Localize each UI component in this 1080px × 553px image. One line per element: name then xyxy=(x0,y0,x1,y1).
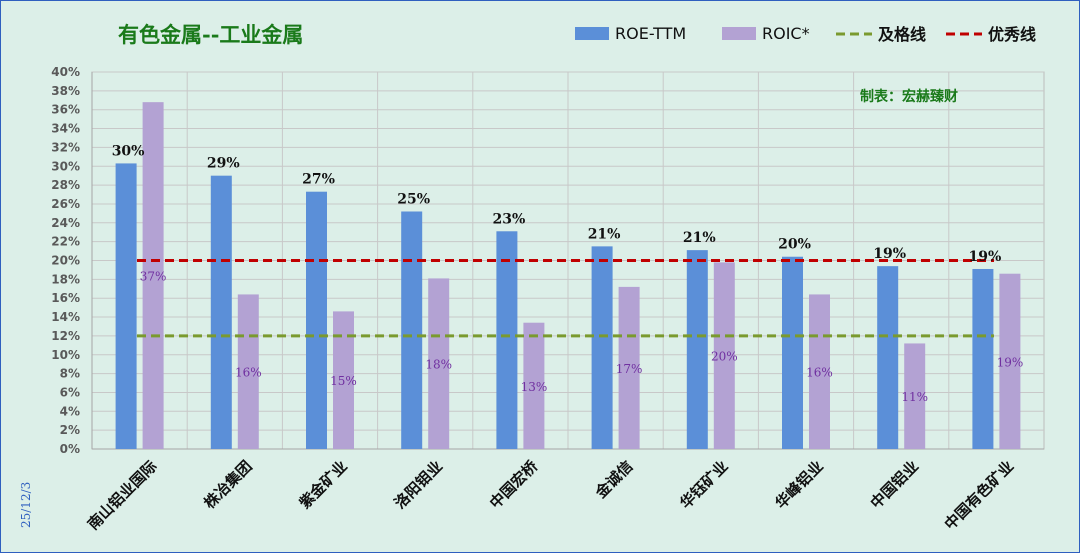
data-label-roe-ttm: 30% xyxy=(112,143,145,159)
x-tick-label: 金诚信 xyxy=(591,457,636,502)
data-label-roic: 13% xyxy=(521,380,548,394)
x-tick-label: 中国铝业 xyxy=(867,457,922,512)
x-tick-label: 华峰铝业 xyxy=(772,457,827,512)
x-tick-label: 华钰矿业 xyxy=(676,457,731,512)
data-label-roic: 19% xyxy=(997,355,1024,369)
y-tick-label: 8% xyxy=(60,367,80,381)
bar-roic xyxy=(618,286,640,449)
y-tick-label: 10% xyxy=(51,348,80,362)
data-label-roic: 16% xyxy=(235,366,262,380)
data-label-roic: 11% xyxy=(901,390,928,404)
bar-roic xyxy=(904,343,926,449)
data-label-roe-ttm: 19% xyxy=(873,246,906,262)
y-tick-label: 24% xyxy=(51,216,80,230)
bar-roic xyxy=(142,102,164,449)
bar-roic xyxy=(333,311,354,449)
data-label-roe-ttm: 29% xyxy=(207,156,240,172)
bar-roe-ttm xyxy=(306,191,327,449)
x-tick-label: 紫金矿业 xyxy=(296,457,351,512)
data-label-roe-ttm: 19% xyxy=(969,249,1002,265)
y-tick-label: 18% xyxy=(51,272,80,286)
y-tick-label: 32% xyxy=(51,140,80,154)
data-label-roe-ttm: 20% xyxy=(778,237,811,253)
data-label-roe-ttm: 25% xyxy=(397,191,430,207)
bar-roe-ttm xyxy=(210,175,232,450)
bar-roe-ttm xyxy=(877,266,899,449)
data-label-roic: 16% xyxy=(806,366,833,380)
data-label-roic: 15% xyxy=(330,374,357,388)
bar-roe-ttm xyxy=(401,211,423,449)
y-tick-label: 40% xyxy=(51,65,80,79)
y-tick-label: 34% xyxy=(51,122,80,136)
bar-roic xyxy=(523,322,545,449)
data-label-roe-ttm: 23% xyxy=(493,211,526,227)
legend-swatch-roic xyxy=(722,27,756,40)
data-label-roic: 20% xyxy=(711,350,738,364)
data-label-roe-ttm: 27% xyxy=(302,172,335,188)
bar-roic xyxy=(237,294,259,449)
bar-roe-ttm xyxy=(782,256,803,449)
x-tick-label: 洛阳钼业 xyxy=(391,457,446,512)
data-label-roic: 18% xyxy=(425,358,452,372)
bar-roe-ttm xyxy=(496,231,518,449)
y-tick-label: 4% xyxy=(60,404,80,418)
y-tick-label: 30% xyxy=(51,159,80,173)
bar-roic xyxy=(809,294,830,449)
bar-roic xyxy=(428,278,450,449)
y-tick-label: 22% xyxy=(51,235,80,249)
y-tick-label: 38% xyxy=(51,84,80,98)
x-tick-label: 中国宏桥 xyxy=(486,456,542,512)
y-tick-label: 14% xyxy=(51,310,80,324)
bar-roe-ttm xyxy=(591,246,613,449)
legend-swatch-roe-ttm xyxy=(575,27,609,40)
y-tick-label: 12% xyxy=(51,329,80,343)
x-tick-label: 株冶集团 xyxy=(200,457,255,512)
bar-roic xyxy=(999,273,1021,449)
legend-label-roe-ttm: ROE-TTM xyxy=(615,24,686,43)
data-label-roe-ttm: 21% xyxy=(683,230,716,246)
y-tick-label: 28% xyxy=(51,178,80,192)
legend-label-roic: ROIC* xyxy=(762,24,810,43)
data-label-roic: 17% xyxy=(616,362,643,376)
y-tick-label: 16% xyxy=(51,291,80,305)
y-tick-label: 2% xyxy=(60,423,80,437)
x-tick-label: 中国有色矿业 xyxy=(941,457,1017,533)
legend-label-pass-line: 及格线 xyxy=(878,25,926,44)
y-tick-label: 20% xyxy=(51,254,80,268)
y-tick-label: 0% xyxy=(60,442,80,456)
legend-label-excellent-line: 优秀线 xyxy=(988,25,1036,44)
chart-title: 有色金属--工业金属 xyxy=(118,22,303,47)
y-tick-label: 36% xyxy=(51,103,80,117)
chart-annotation: 制表：宏赫臻财 xyxy=(860,88,958,105)
data-label-roe-ttm: 21% xyxy=(588,226,621,242)
bar-roe-ttm xyxy=(972,268,994,449)
y-tick-label: 26% xyxy=(51,197,80,211)
x-tick-label: 南山铝业国际 xyxy=(84,457,160,533)
bar-roic xyxy=(713,262,735,449)
data-label-roic: 37% xyxy=(140,270,167,284)
y-tick-label: 6% xyxy=(60,385,80,399)
bar-roe-ttm xyxy=(686,250,708,449)
date-label: 25/12/3 xyxy=(19,482,33,528)
bar-roe-ttm xyxy=(115,163,137,450)
